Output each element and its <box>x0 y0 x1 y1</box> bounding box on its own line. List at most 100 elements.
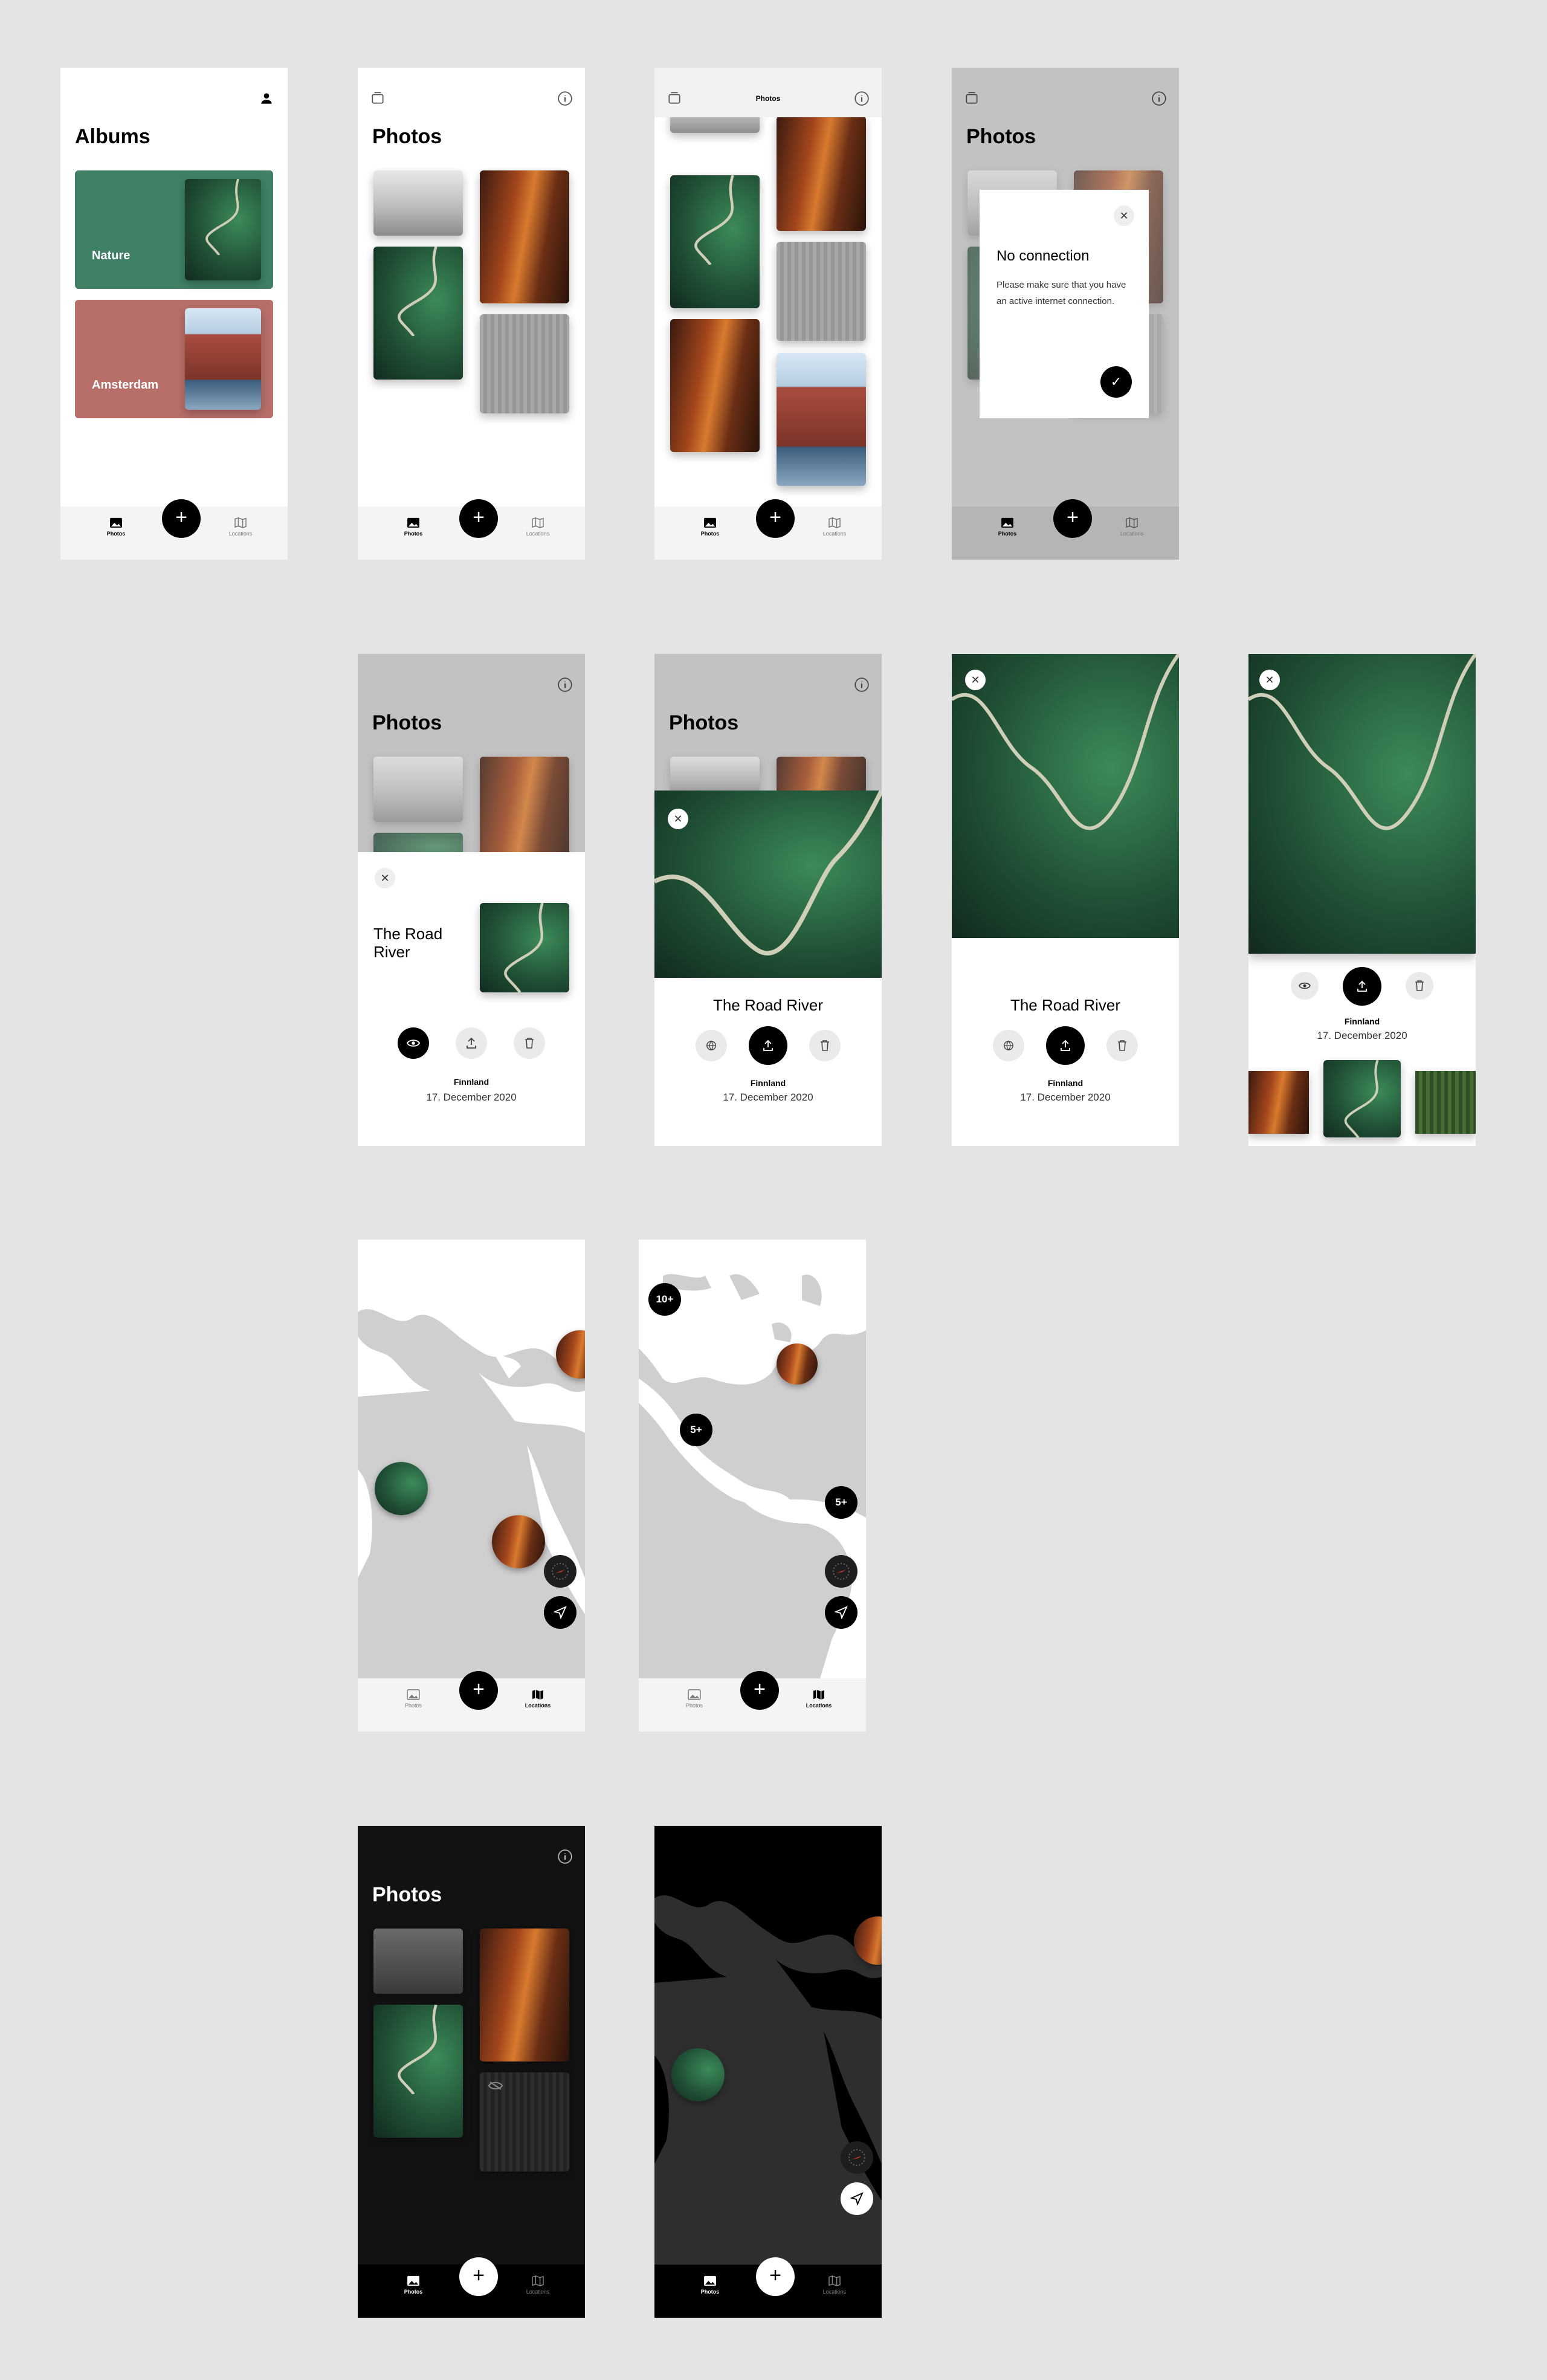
add-button[interactable]: + <box>459 499 498 538</box>
delete-button[interactable] <box>1106 1030 1138 1061</box>
info-icon[interactable] <box>557 91 573 106</box>
photo-cluster[interactable]: 5+ <box>680 1414 712 1446</box>
image-icon <box>1001 517 1013 528</box>
share-button[interactable] <box>1343 967 1381 1006</box>
locate-me-button[interactable] <box>544 1596 576 1629</box>
nav-locations[interactable]: Locations <box>514 2275 562 2295</box>
page-title: Photos <box>372 125 442 148</box>
trash-icon <box>525 1038 534 1049</box>
add-button[interactable]: + <box>756 499 795 538</box>
info-icon[interactable] <box>854 677 870 693</box>
nav-locations[interactable]: Locations <box>514 1689 562 1709</box>
photo-preview[interactable] <box>480 903 569 992</box>
view-button[interactable] <box>398 1027 429 1059</box>
nav-locations[interactable]: Locations <box>795 1689 843 1709</box>
photo-thumb[interactable] <box>373 170 463 236</box>
dimmed-background: Photos <box>358 654 585 871</box>
add-button[interactable]: + <box>756 2257 795 2296</box>
add-button[interactable]: + <box>459 1671 498 1710</box>
map[interactable]: 10+ 5+ 5+ <box>639 1240 866 1732</box>
add-button[interactable]: + <box>459 2257 498 2296</box>
page-title: Photos <box>372 711 442 734</box>
nav-photos[interactable]: Photos <box>389 517 438 537</box>
locate-me-button[interactable] <box>841 2182 873 2215</box>
filmstrip-thumb[interactable] <box>1415 1071 1476 1134</box>
nav-photos[interactable]: Photos <box>983 517 1032 537</box>
photo-thumb[interactable] <box>777 353 866 486</box>
add-button[interactable]: + <box>1053 499 1092 538</box>
info-icon[interactable] <box>1151 91 1167 106</box>
album-card-nature[interactable]: Nature <box>75 170 273 289</box>
nav-locations[interactable]: Locations <box>810 517 859 537</box>
image-icon <box>688 1689 701 1700</box>
photo-thumb <box>670 757 760 793</box>
delete-button[interactable] <box>809 1030 841 1061</box>
photo-cluster[interactable]: 5+ <box>825 1486 857 1519</box>
info-icon[interactable] <box>854 91 870 106</box>
confirm-button[interactable]: ✓ <box>1100 366 1132 398</box>
photo-thumb[interactable] <box>670 175 760 308</box>
map[interactable] <box>358 1240 585 1732</box>
bottom-nav: Photos + Locations <box>60 499 288 560</box>
map-photo-pin[interactable] <box>492 1515 545 1568</box>
nav-photos[interactable]: Photos <box>670 1689 719 1709</box>
nav-locations[interactable]: Locations <box>1108 517 1156 537</box>
share-button[interactable] <box>749 1026 787 1065</box>
location-button[interactable] <box>993 1030 1024 1061</box>
photo-thumb[interactable] <box>480 170 569 303</box>
photo-thumb[interactable] <box>777 116 866 231</box>
album-icon[interactable] <box>370 91 386 106</box>
info-icon[interactable] <box>557 1849 573 1864</box>
map-photo-pin[interactable] <box>671 2048 725 2101</box>
close-dialog-button[interactable]: ✕ <box>1114 205 1134 226</box>
filmstrip-thumb-selected[interactable] <box>1323 1060 1401 1137</box>
album-card-amsterdam[interactable]: Amsterdam <box>75 300 273 418</box>
compass-button[interactable] <box>544 1555 576 1588</box>
album-icon[interactable] <box>667 91 682 106</box>
nav-locations[interactable]: Locations <box>216 517 265 537</box>
add-button[interactable]: + <box>740 1671 779 1710</box>
filmstrip-thumb[interactable] <box>1248 1071 1309 1134</box>
photo-thumb[interactable] <box>373 247 463 380</box>
photo-thumb[interactable] <box>777 242 866 341</box>
map-icon <box>813 1689 824 1700</box>
user-icon[interactable] <box>259 91 274 106</box>
delete-button[interactable] <box>1406 972 1433 1000</box>
add-button[interactable]: + <box>162 499 201 538</box>
nav-photos[interactable]: Photos <box>92 517 140 537</box>
photo-thumb[interactable] <box>373 1929 463 1994</box>
nav-locations[interactable]: Locations <box>514 517 562 537</box>
map-photo-pin[interactable] <box>375 1462 428 1515</box>
photo-thumb[interactable] <box>373 2005 463 2138</box>
compass-button[interactable] <box>825 1555 857 1588</box>
map[interactable] <box>654 1826 882 2318</box>
nav-locations[interactable]: Locations <box>810 2275 859 2295</box>
map-photo-pin[interactable] <box>777 1344 818 1385</box>
close-detail-button[interactable]: ✕ <box>1259 670 1280 690</box>
photo-thumb[interactable] <box>670 319 760 452</box>
nav-photos[interactable]: Photos <box>389 1689 438 1709</box>
photo-detail-screen: ✕ The Road River Finnland 17. December 2… <box>952 654 1179 1146</box>
nav-photos[interactable]: Photos <box>686 517 734 537</box>
close-sheet-button[interactable]: ✕ <box>375 868 395 888</box>
info-icon[interactable] <box>557 677 573 693</box>
close-detail-button[interactable]: ✕ <box>965 670 986 690</box>
nav-photos[interactable]: Photos <box>686 2275 734 2295</box>
page-title: Photos <box>372 1883 442 1906</box>
location-button[interactable] <box>696 1030 727 1061</box>
share-button[interactable] <box>1046 1026 1085 1065</box>
nav-label: Locations <box>526 2289 550 2295</box>
album-icon[interactable] <box>964 91 980 106</box>
delete-button[interactable] <box>514 1027 545 1059</box>
photo-cluster[interactable]: 10+ <box>648 1283 681 1316</box>
photo-thumb[interactable] <box>480 314 569 413</box>
nav-photos[interactable]: Photos <box>389 2275 438 2295</box>
photo-thumb-hidden[interactable] <box>480 2072 569 2171</box>
locate-me-button[interactable] <box>825 1596 857 1629</box>
compass-button[interactable] <box>841 2141 873 2174</box>
close-detail-button[interactable]: ✕ <box>668 809 688 829</box>
view-button[interactable] <box>1291 972 1319 1000</box>
image-icon <box>407 517 419 528</box>
photo-thumb[interactable] <box>480 1929 569 2061</box>
share-button[interactable] <box>456 1027 487 1059</box>
